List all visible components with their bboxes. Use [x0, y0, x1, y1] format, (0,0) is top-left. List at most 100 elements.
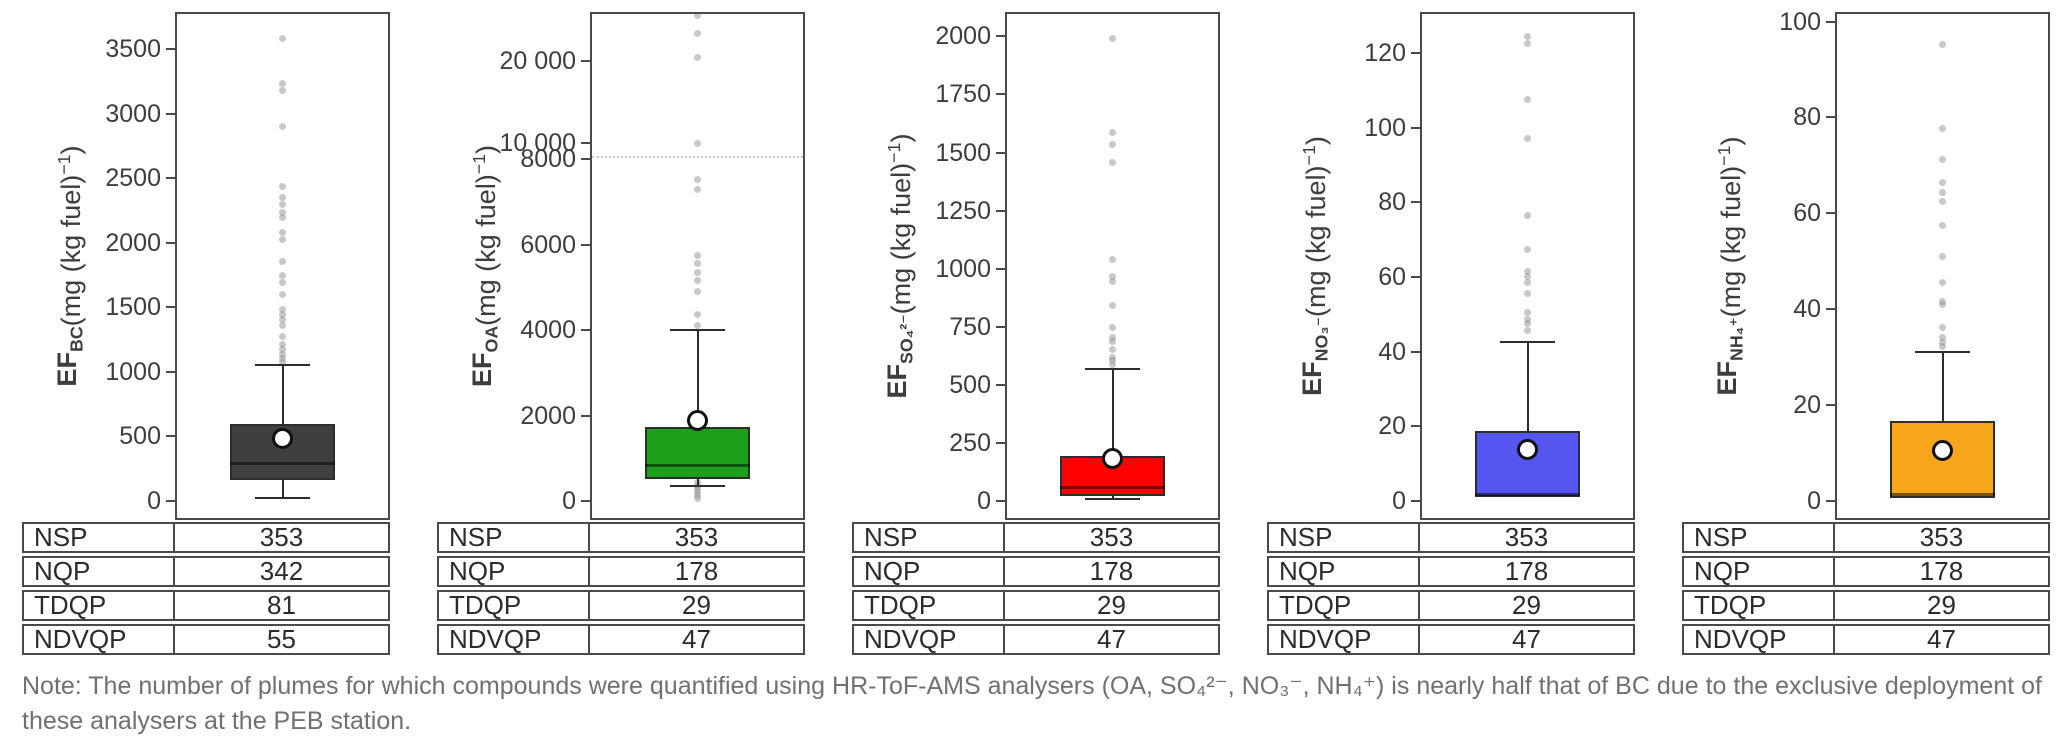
outlier-dot	[1109, 323, 1116, 331]
outlier-dot	[1109, 345, 1116, 353]
counts-row-label: NSP	[439, 522, 590, 552]
axis-break-line	[592, 156, 803, 159]
y-tick-mark	[1411, 350, 1420, 353]
upper-whisker-cap	[1500, 340, 1555, 343]
outlier-dot	[279, 123, 286, 131]
outlier-dot	[1939, 124, 1946, 132]
outlier-dot	[1939, 155, 1946, 163]
counts-row-label: NQP	[24, 556, 175, 586]
counts-table: NSP 353 NQP 178 TDQP 29 NDVQP 47	[1267, 522, 1635, 655]
counts-row: TDQP 29	[1682, 590, 2050, 621]
counts-row-value: 29	[1927, 590, 1956, 620]
y-tick-mark	[581, 141, 590, 144]
outlier-dot	[694, 175, 701, 183]
counts-row-value: 353	[1504, 522, 1549, 552]
outlier-dot	[1109, 129, 1116, 137]
y-tick-mark	[996, 151, 1005, 154]
outlier-dot	[279, 235, 286, 243]
outlier-dot	[279, 257, 286, 265]
plot-area	[1005, 12, 1220, 520]
outlier-dot	[694, 321, 701, 329]
counts-row-label: NQP	[854, 556, 1005, 586]
counts-row-label: TDQP	[24, 590, 175, 620]
y-tick-label: 2000	[520, 401, 576, 430]
outlier-dot	[694, 268, 701, 276]
y-tick-label: 750	[949, 312, 991, 341]
outlier-dot	[1109, 337, 1116, 345]
counts-row-value: 55	[267, 624, 296, 654]
outlier-dot	[1939, 222, 1946, 230]
y-tick-label: 60	[1793, 199, 1821, 228]
counts-row: NSP 353	[852, 522, 1220, 553]
upper-whisker	[1526, 341, 1529, 431]
y-tick-mark	[996, 35, 1005, 38]
y-tick-mark	[1826, 116, 1835, 119]
counts-row-value: 47	[682, 624, 711, 654]
counts-row-label: NSP	[1684, 522, 1835, 552]
outlier-dot	[279, 306, 286, 314]
y-tick-mark	[166, 177, 175, 180]
outlier-dot	[694, 287, 701, 295]
plot-zone-bc: EFBC (mg (kg fuel)−1) 0 500 1000 1500 2000 250…	[22, 0, 390, 520]
upper-whisker	[696, 329, 699, 428]
counts-row: NDVQP 47	[852, 624, 1220, 655]
y-tick-label: 0	[562, 486, 576, 515]
y-tick-label: 20 000	[499, 46, 576, 75]
outlier-dot	[1109, 140, 1116, 148]
y-tick-mark	[166, 48, 175, 51]
plot-area	[1420, 12, 1635, 520]
median-line	[1060, 486, 1165, 490]
counts-row-value: 29	[682, 590, 711, 620]
boxplot-panel-bc: EFBC (mg (kg fuel)−1) 0 500 1000 1500 2000 250…	[22, 0, 390, 655]
y-tick-mark	[166, 370, 175, 373]
median-line	[230, 461, 335, 465]
counts-row-value: 178	[1919, 556, 1964, 586]
outlier-dot	[694, 14, 701, 20]
outlier-dot	[1939, 324, 1946, 332]
y-tick-mark	[581, 158, 590, 161]
counts-row: TDQP 81	[22, 590, 390, 621]
plot-zone-so4: EFSO₄²⁻ (mg (kg fuel)−1) 0 250 500 750 1000 12…	[852, 0, 1220, 520]
plot-area	[590, 12, 805, 520]
y-tick-mark	[996, 209, 1005, 212]
counts-row: NDVQP 47	[437, 624, 805, 655]
outlier-dot	[279, 358, 286, 366]
counts-row: NQP 178	[852, 556, 1220, 587]
counts-row: NDVQP 47	[1267, 624, 1635, 655]
counts-row: TDQP 29	[1267, 590, 1635, 621]
outlier-dot	[279, 193, 286, 201]
outlier-dot	[279, 271, 286, 279]
median-line	[1475, 493, 1580, 497]
boxplot-panel-oa: EFOA (mg (kg fuel)−1) 0 2000 4000 6000 8000 10…	[437, 0, 805, 655]
y-tick-label: 2500	[105, 164, 161, 193]
outlier-dot	[279, 290, 286, 298]
y-tick-mark	[166, 499, 175, 502]
outlier-dot	[1939, 343, 1946, 351]
y-tick-mark	[581, 59, 590, 62]
counts-row: NSP 353	[437, 522, 805, 553]
outlier-dot	[279, 183, 286, 191]
y-tick-label: 80	[1378, 188, 1406, 217]
outlier-dot	[1939, 179, 1946, 187]
outlier-dot	[1109, 255, 1116, 263]
outlier-dot	[1524, 245, 1531, 253]
outlier-dot	[279, 311, 286, 319]
counts-table: NSP 353 NQP 178 TDQP 29 NDVQP 47	[1682, 522, 2050, 655]
outlier-dot	[1939, 338, 1946, 346]
counts-row-value: 342	[259, 556, 304, 586]
counts-row-label: TDQP	[1269, 590, 1420, 620]
mean-marker	[1517, 438, 1538, 460]
outlier-dot	[279, 79, 286, 87]
outlier-dot	[1109, 360, 1116, 368]
lower-whisker	[1111, 495, 1114, 500]
boxplot-panel-nh4: EFNH₄⁺ (mg (kg fuel)−1) 0 20 40 60 80 100 NSP 35…	[1682, 0, 2050, 655]
counts-row: NSP 353	[1267, 522, 1635, 553]
y-axis-label-main: EFNH₄⁺	[1712, 317, 1747, 396]
counts-row-value: 81	[267, 590, 296, 620]
y-tick-label: 60	[1378, 263, 1406, 291]
upper-whisker	[1111, 368, 1114, 457]
y-axis-label: EFNH₄⁺ (mg (kg fuel)−1)	[1700, 12, 1760, 520]
y-tick-label: 8000	[520, 145, 576, 174]
y-tick-label: 3500	[105, 35, 161, 64]
outlier-dot	[1524, 319, 1531, 327]
